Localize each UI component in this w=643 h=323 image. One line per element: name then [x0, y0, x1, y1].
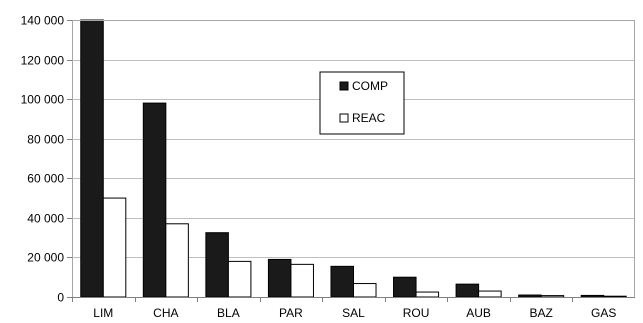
- bar-comp-sal: [330, 265, 355, 298]
- bars: [80, 19, 627, 298]
- x-tick-label: ROU: [403, 306, 430, 320]
- bar-reac-cha: [165, 223, 189, 298]
- bar-comp-aub: [455, 283, 480, 298]
- y-tick-label: 0: [57, 291, 64, 305]
- bar-reac-rou: [415, 291, 440, 298]
- x-tick-label: LIM: [93, 306, 113, 320]
- bar-reac-gas: [603, 295, 627, 298]
- bar-reac-lim: [102, 197, 127, 298]
- bar-comp-lim: [80, 19, 104, 298]
- legend-label-comp: COMP: [352, 79, 388, 93]
- bar-reac-bla: [227, 260, 252, 298]
- y-tick-label: 80 000: [27, 133, 64, 147]
- bar-comp-rou: [393, 276, 417, 298]
- bar-comp-gas: [580, 294, 605, 298]
- legend-swatch-comp: [339, 81, 349, 91]
- y-tick-label: 100 000: [21, 93, 65, 107]
- y-tick-label: 120 000: [21, 54, 65, 68]
- y-tick-label: 60 000: [27, 172, 64, 186]
- bar-comp-par: [267, 258, 292, 298]
- x-tick-label: PAR: [279, 306, 303, 320]
- bar-reac-par: [290, 263, 314, 298]
- bar-comp-cha: [142, 102, 167, 298]
- x-tick-label: GAS: [591, 306, 616, 320]
- y-tick-label: 20 000: [27, 251, 64, 265]
- legend-box: [319, 71, 405, 135]
- bar-comp-baz: [518, 294, 542, 298]
- bar-reac-baz: [540, 295, 565, 298]
- y-tick-label: 140 000: [21, 14, 65, 28]
- y-tick-label: 40 000: [27, 212, 64, 226]
- axes: 0 20 000 40 000 60 000 80 000 100 000 120 000 1…: [21, 14, 635, 320]
- bar-reac-aub: [478, 290, 502, 298]
- legend-label-reac: REAC: [352, 111, 386, 125]
- x-tick-label: SAL: [342, 306, 365, 320]
- x-tick-label: CHA: [153, 306, 178, 320]
- bar-comp-bla: [205, 232, 229, 298]
- legend: COMP REAC: [319, 71, 405, 135]
- x-tick-label: BLA: [217, 306, 240, 320]
- legend-swatch-reac: [339, 113, 349, 123]
- x-tick-label: AUB: [466, 306, 491, 320]
- bar-reac-sal: [353, 283, 377, 298]
- x-tick-label: BAZ: [529, 306, 552, 320]
